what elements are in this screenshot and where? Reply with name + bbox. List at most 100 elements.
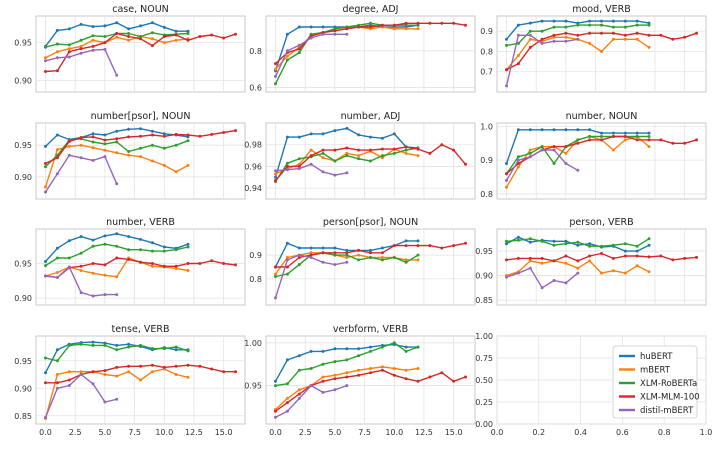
data-point — [659, 138, 663, 142]
data-point — [528, 33, 532, 37]
data-point — [321, 132, 325, 136]
data-point — [103, 142, 107, 146]
data-point — [345, 151, 349, 155]
data-point — [91, 44, 95, 48]
data-point — [540, 256, 544, 260]
data-point — [67, 153, 71, 157]
data-point — [91, 262, 95, 265]
data-point — [55, 373, 59, 376]
data-point — [380, 136, 384, 140]
data-point — [150, 143, 154, 147]
data-point — [103, 35, 107, 38]
data-point — [103, 47, 107, 51]
data-point — [357, 157, 361, 161]
data-point — [416, 239, 420, 243]
legend-entry: XLM-MLM-100 — [640, 393, 700, 403]
data-point — [79, 251, 83, 255]
data-point — [369, 148, 372, 152]
data-point — [139, 155, 142, 159]
data-point — [309, 162, 313, 166]
data-point — [162, 264, 166, 268]
data-point — [659, 254, 663, 258]
data-point — [576, 240, 580, 244]
data-point — [91, 140, 95, 144]
data-point — [647, 23, 651, 27]
x-tick-label: 2.5 — [299, 428, 312, 437]
data-point — [647, 45, 651, 49]
data-point — [162, 25, 166, 29]
data-point — [174, 132, 178, 136]
data-point — [103, 273, 107, 277]
panel-2: 0.6 0.8 degree, ADJ — [249, 4, 476, 92]
data-point — [44, 59, 47, 63]
data-point — [79, 136, 83, 140]
data-point — [103, 148, 107, 152]
data-point — [576, 33, 580, 37]
data-point — [115, 151, 119, 155]
data-point — [588, 242, 592, 246]
data-point — [67, 50, 71, 54]
data-point — [103, 234, 107, 238]
panel-title: verbform, VERB — [333, 324, 408, 335]
data-point — [127, 127, 131, 131]
panel-5: 0.94 0.96 0.98 number, ADJ — [244, 111, 476, 200]
panel-title: person, VERB — [569, 217, 633, 228]
data-point — [115, 21, 119, 25]
data-point — [611, 19, 615, 23]
data-point — [635, 264, 639, 268]
y-tick-label: 0.90 — [14, 384, 32, 393]
y-tick-label: 0.90 — [14, 77, 32, 86]
data-point — [285, 272, 289, 276]
data-point — [695, 31, 698, 35]
data-point — [576, 243, 580, 247]
data-point — [333, 373, 337, 377]
data-point — [392, 373, 396, 377]
data-point — [297, 164, 301, 168]
x-tick-label: 12.5 — [185, 428, 203, 437]
data-point — [321, 32, 325, 36]
data-point — [528, 128, 532, 132]
y-tick-label: 0.95 — [475, 247, 493, 256]
data-point — [369, 367, 372, 370]
data-point — [103, 24, 107, 28]
y-tick-label: 0.85 — [14, 412, 32, 421]
y-tick-label: 0.8 — [249, 275, 262, 284]
data-point — [416, 379, 420, 383]
y-tick-label: 0.9 — [480, 156, 493, 165]
data-point — [285, 58, 289, 62]
data-point — [564, 35, 568, 39]
data-point — [611, 269, 615, 273]
data-point — [552, 239, 556, 243]
data-point — [321, 246, 325, 250]
panel-6: 0.8 0.9 1.0 number, NOUN — [480, 111, 707, 200]
data-point — [285, 54, 289, 58]
panel-title: degree, ADJ — [343, 4, 399, 15]
data-point — [588, 31, 592, 35]
data-point — [55, 69, 59, 73]
data-point — [55, 256, 59, 260]
data-point — [552, 259, 556, 263]
data-point — [91, 294, 95, 298]
legend-entry: mBERT — [640, 366, 671, 376]
data-point — [588, 135, 592, 138]
data-point — [623, 33, 627, 37]
data-point — [139, 35, 142, 38]
data-point — [683, 35, 687, 39]
data-point — [345, 171, 349, 175]
data-point — [91, 146, 95, 150]
data-point — [600, 31, 603, 35]
data-point — [369, 248, 372, 252]
data-point — [464, 162, 467, 166]
panel-title: tense, VERB — [111, 324, 169, 335]
data-point — [79, 373, 83, 376]
y-tick-label: 0.96 — [244, 162, 262, 171]
x-tick-label: 12.5 — [415, 428, 433, 437]
x-tick-label: 0.0 — [39, 428, 52, 437]
data-point — [91, 340, 95, 344]
data-point — [623, 271, 627, 275]
data-point — [174, 143, 178, 147]
data-point — [79, 156, 83, 160]
data-point — [528, 266, 532, 270]
x-tick-label: 1.0 — [700, 428, 713, 437]
data-point — [464, 23, 467, 27]
